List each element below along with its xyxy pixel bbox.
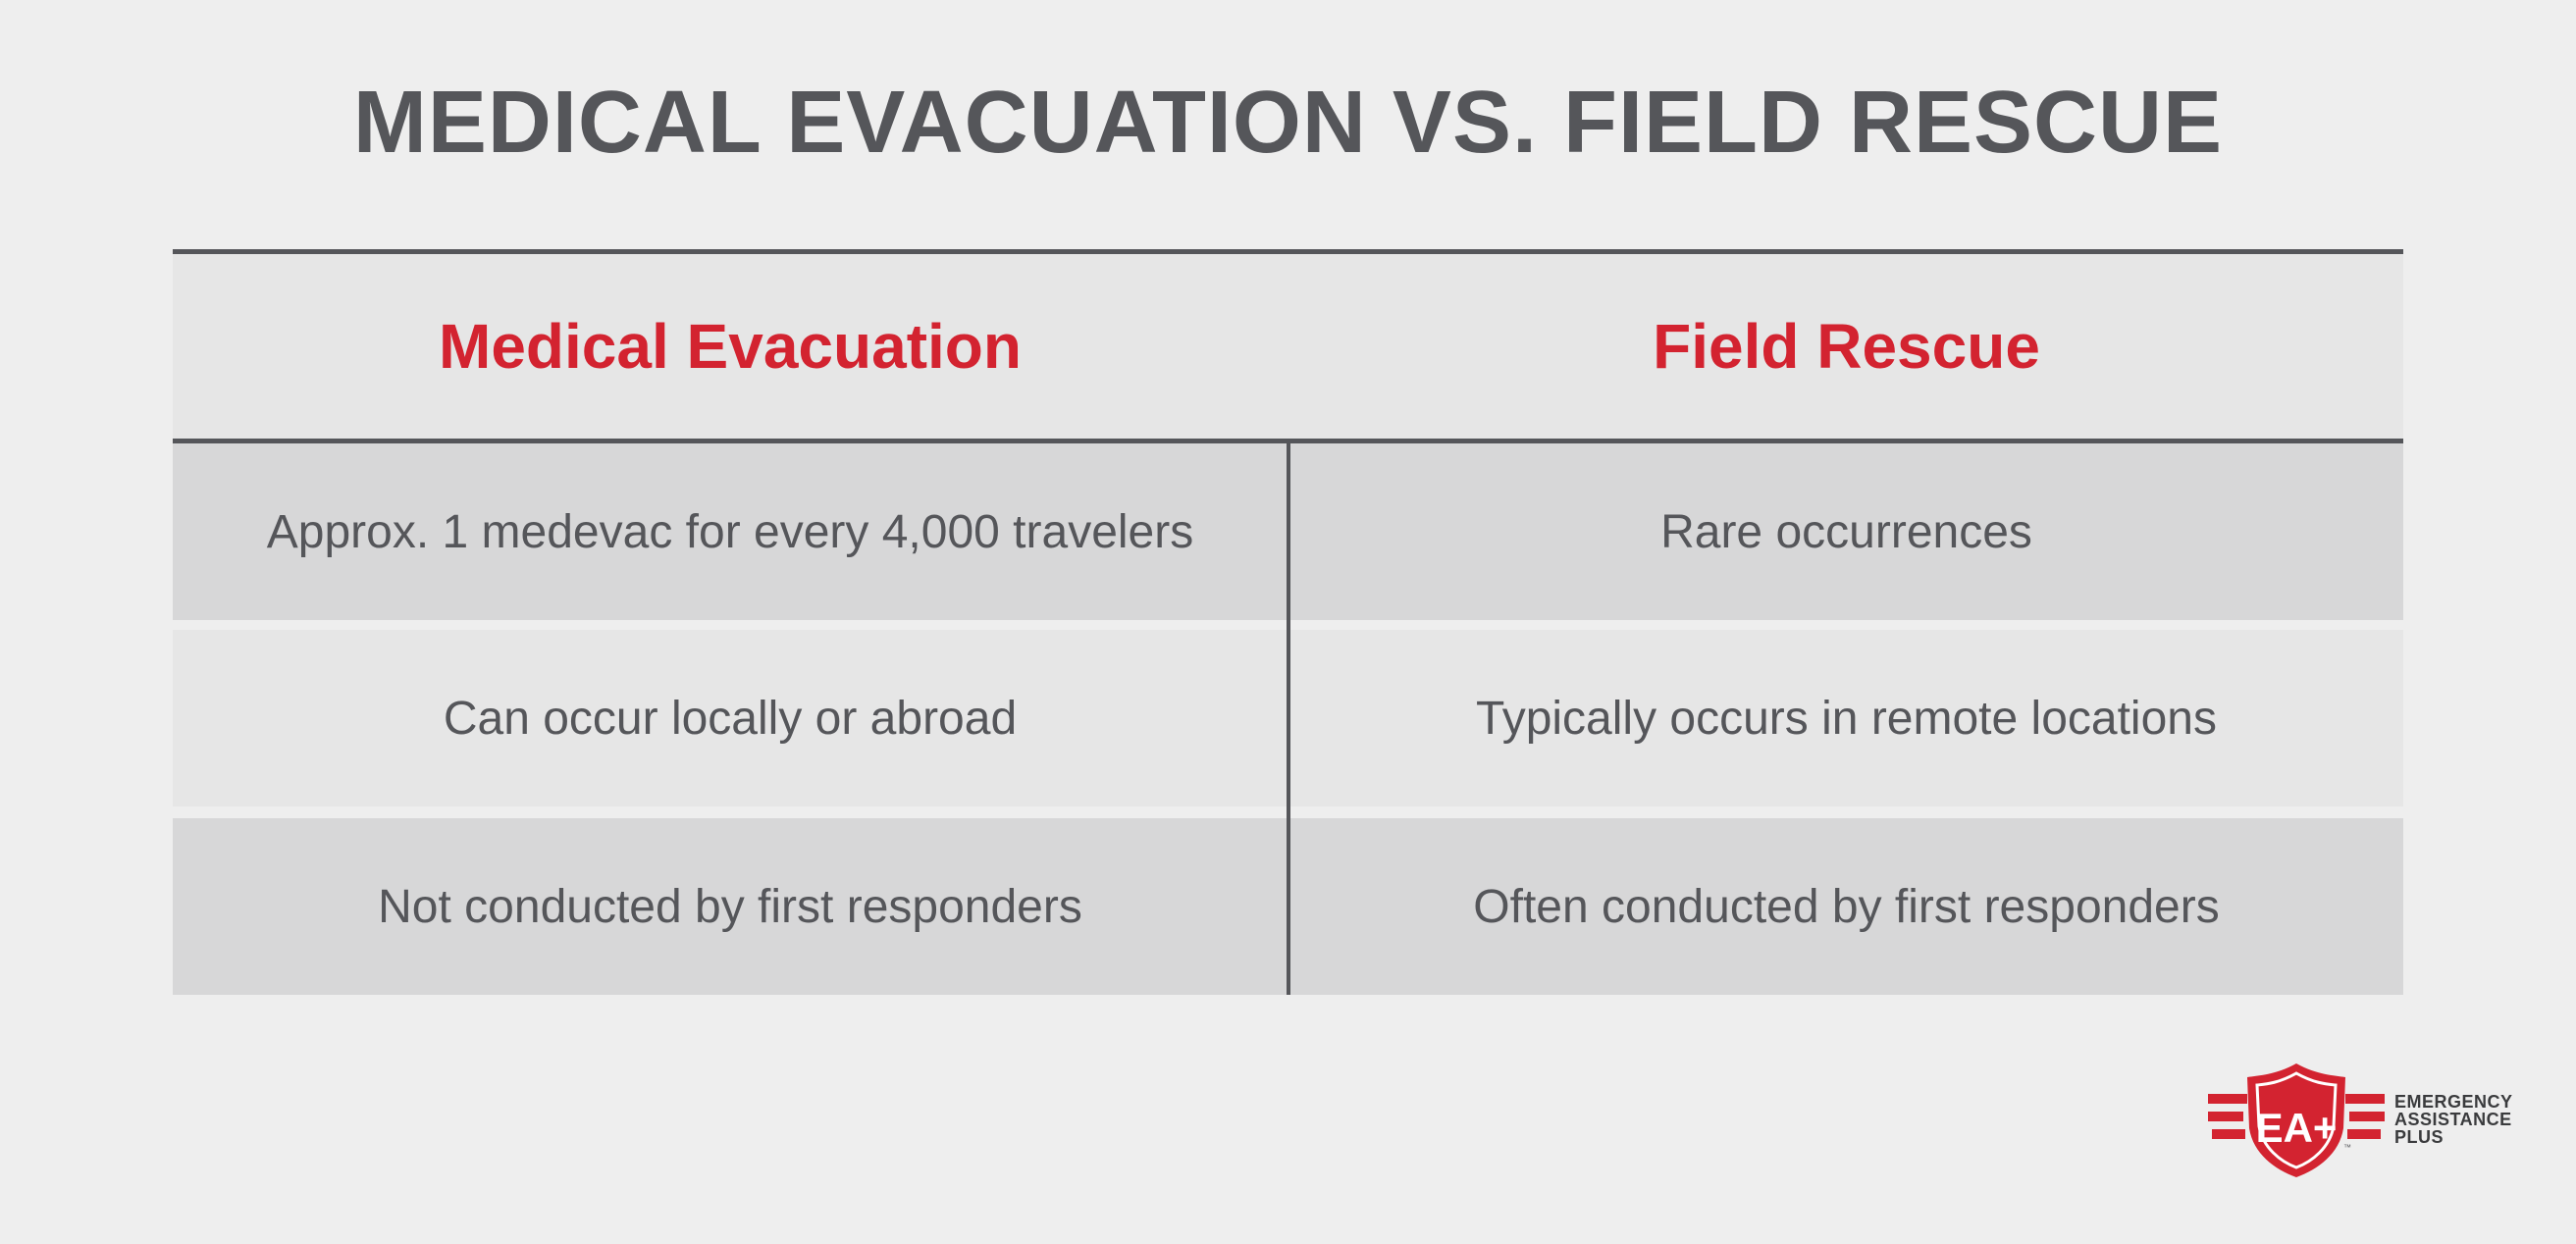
- table-cell-field-rescue: Often conducted by first responders: [1473, 880, 2220, 933]
- table-cell-medical-evacuation: Not conducted by first responders: [378, 880, 1082, 933]
- logo-line-emergency: EMERGENCY: [2394, 1092, 2513, 1112]
- trademark-symbol: ™: [2343, 1143, 2351, 1152]
- logo-line-assistance: ASSISTANCE: [2394, 1110, 2512, 1129]
- column-header-medical-evacuation: Medical Evacuation: [439, 311, 1022, 382]
- logo-line-plus: PLUS: [2394, 1127, 2445, 1147]
- page-title: MEDICAL EVACUATION VS. FIELD RESCUE: [352, 74, 2224, 172]
- table-cell-medical-evacuation: Can occur locally or abroad: [443, 692, 1018, 745]
- table-cell-field-rescue: Typically occurs in remote locations: [1476, 692, 2217, 745]
- logo-wordmark: EMERGENCY ASSISTANCE PLUS: [2394, 1093, 2513, 1146]
- logo-mark: EA+: [2256, 1105, 2338, 1151]
- comparison-table: Medical Evacuation Field Rescue Approx. …: [173, 249, 2403, 995]
- column-divider: [1287, 441, 1290, 995]
- table-cell-medical-evacuation: Approx. 1 medevac for every 4,000 travel…: [266, 505, 1194, 558]
- column-header-field-rescue: Field Rescue: [1653, 311, 2040, 382]
- table-header: [173, 254, 2403, 441]
- table-cell-field-rescue: Rare occurrences: [1660, 505, 2032, 558]
- shield-icon: EA+ ™: [2208, 1063, 2385, 1177]
- header-rule: [173, 439, 2403, 443]
- table-top-rule: [173, 249, 2403, 254]
- emergency-assistance-plus-logo: EA+ ™ EMERGENCY ASSISTANCE PLUS: [2208, 1060, 2532, 1182]
